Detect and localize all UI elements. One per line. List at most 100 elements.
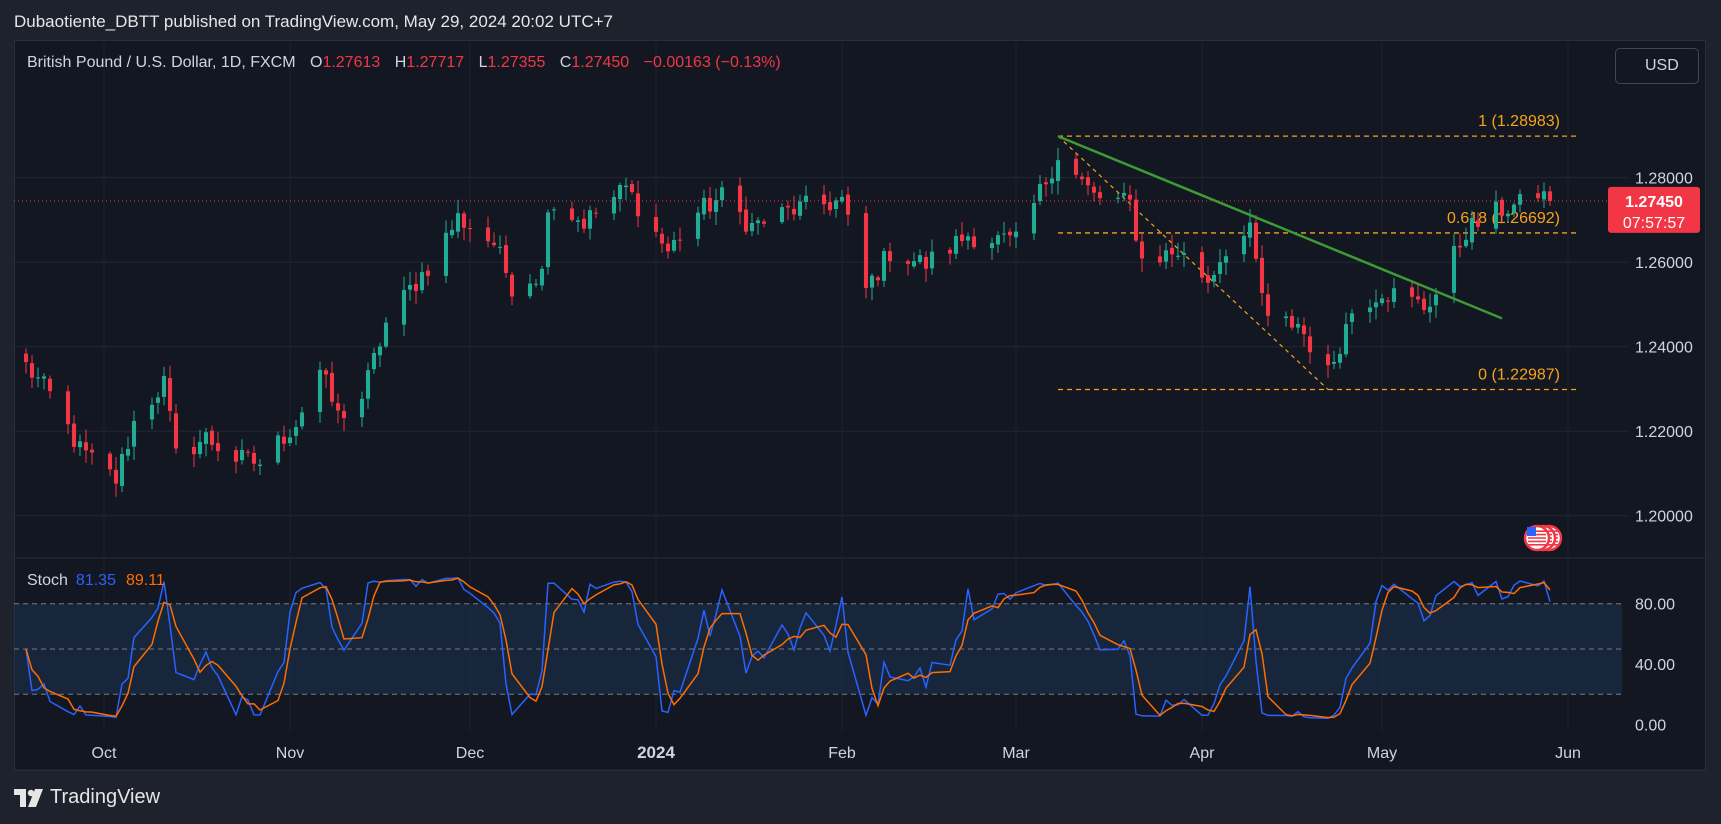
- candle-body: [1139, 241, 1145, 259]
- candle: [569, 201, 575, 222]
- candle: [1475, 212, 1481, 232]
- candle: [1505, 210, 1511, 223]
- candle-body: [779, 207, 785, 223]
- candle: [329, 361, 335, 407]
- candle: [299, 406, 305, 430]
- candle: [743, 196, 749, 235]
- candle-body: [413, 283, 419, 291]
- candle: [1181, 241, 1187, 268]
- candle-body: [821, 194, 827, 205]
- candle-body: [239, 450, 245, 461]
- candle-body: [1001, 233, 1007, 235]
- candle: [587, 205, 593, 240]
- candle-body: [785, 205, 791, 208]
- candle: [1493, 190, 1499, 234]
- candle-body: [959, 234, 965, 242]
- candle: [1547, 185, 1553, 206]
- candle: [749, 212, 755, 237]
- candle-body: [1253, 222, 1259, 259]
- candle: [1265, 283, 1271, 327]
- candle: [761, 219, 767, 228]
- candle-body: [443, 232, 449, 276]
- candle-body: [287, 437, 293, 444]
- candle: [1073, 153, 1079, 179]
- candle: [383, 317, 389, 349]
- candle-body: [713, 200, 719, 212]
- candle-body: [371, 353, 377, 370]
- candle-body: [1451, 245, 1457, 293]
- candle-body: [71, 423, 77, 447]
- candle: [257, 459, 263, 476]
- candle: [965, 232, 971, 250]
- candle-body: [527, 283, 533, 297]
- candle-body: [1391, 288, 1397, 302]
- candle: [1457, 233, 1463, 258]
- candle-body: [1037, 184, 1043, 202]
- candle-body: [659, 233, 665, 244]
- candle-body: [1115, 197, 1121, 199]
- candle-body: [1091, 186, 1097, 193]
- price-tick-label: 1.28000: [1635, 171, 1693, 188]
- price-tick-label: 1.20000: [1635, 509, 1693, 526]
- candle-body: [635, 193, 641, 217]
- candle-body: [449, 229, 455, 236]
- candle: [41, 373, 47, 390]
- candle: [1517, 189, 1523, 213]
- candle-body: [1547, 191, 1553, 201]
- candle-body: [209, 430, 215, 445]
- candle: [131, 410, 137, 461]
- currency-button[interactable]: USD: [1615, 48, 1699, 84]
- footer-brand[interactable]: TradingView: [14, 786, 160, 809]
- candle-body: [551, 209, 557, 211]
- candle-body: [191, 446, 197, 455]
- candle-body: [257, 464, 263, 466]
- candle-body: [1073, 158, 1079, 175]
- candle: [839, 189, 845, 204]
- candle-body: [197, 442, 203, 455]
- candle: [287, 428, 293, 447]
- candle: [161, 366, 167, 406]
- candle: [191, 436, 197, 468]
- candle: [1469, 210, 1475, 250]
- candle-body: [89, 449, 95, 453]
- time-tick-label: Oct: [92, 745, 117, 762]
- candle: [425, 264, 431, 286]
- candle: [1049, 166, 1055, 194]
- candle-body: [233, 450, 239, 462]
- candle: [713, 188, 719, 225]
- candle: [1427, 293, 1433, 323]
- candle-body: [29, 363, 35, 378]
- candle: [401, 276, 407, 336]
- candle: [1409, 282, 1415, 308]
- candle-body: [845, 194, 851, 215]
- candle: [341, 403, 347, 432]
- candle-body: [77, 441, 83, 448]
- candle-body: [575, 220, 581, 222]
- candle-body: [509, 274, 515, 297]
- candle: [539, 265, 545, 291]
- candle: [917, 249, 923, 265]
- candle-body: [653, 217, 659, 232]
- candle: [1253, 215, 1259, 263]
- candle-body: [797, 201, 803, 216]
- candle: [497, 235, 503, 255]
- candle-body: [47, 378, 53, 392]
- candle-body: [737, 185, 743, 212]
- candle-body: [587, 210, 593, 229]
- candle: [1175, 242, 1181, 260]
- candle-body: [167, 378, 173, 411]
- candle: [755, 217, 761, 235]
- candle: [1295, 317, 1301, 334]
- candle: [1139, 233, 1145, 272]
- candle: [251, 445, 257, 472]
- candle-body: [83, 442, 89, 451]
- candle-body: [1373, 302, 1379, 308]
- candle-body: [1055, 160, 1061, 182]
- candle-body: [149, 404, 155, 420]
- candle-body: [611, 196, 617, 214]
- candle-body: [1385, 300, 1391, 302]
- candle-body: [275, 435, 281, 463]
- candle-body: [1217, 262, 1223, 274]
- candle: [1091, 181, 1097, 202]
